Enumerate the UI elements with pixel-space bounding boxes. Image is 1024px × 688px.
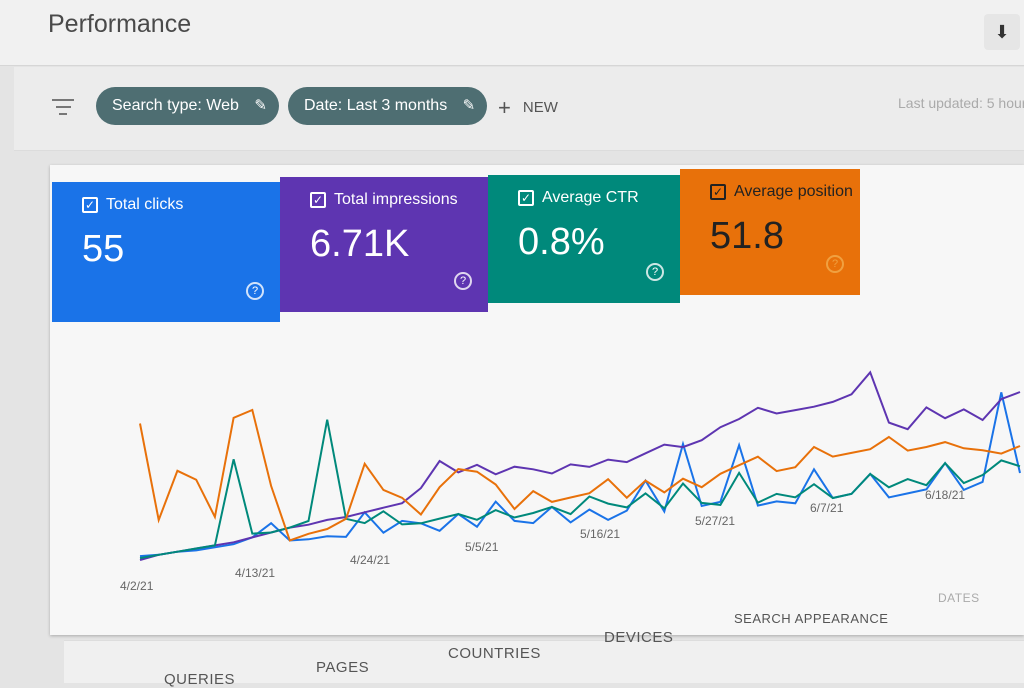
checkbox-icon[interactable]: ✓: [710, 184, 726, 200]
help-icon[interactable]: ?: [826, 255, 844, 273]
chip-label: Date: Last 3 months: [304, 97, 448, 114]
metric-card-average-ctr[interactable]: ✓ Average CTR 0.8% ?: [488, 175, 680, 303]
tab-queries[interactable]: QUERIES: [164, 671, 236, 688]
metric-card-total-clicks[interactable]: ✓ Total clicks 55 ?: [52, 182, 280, 322]
help-icon[interactable]: ?: [246, 282, 264, 300]
date-chip[interactable]: Date: Last 3 months ✎: [288, 87, 488, 125]
x-tick-label: 5/5/21: [465, 540, 499, 554]
help-icon[interactable]: ?: [646, 263, 664, 281]
page-title: Performance: [48, 10, 192, 38]
tab-countries[interactable]: COUNTRIES: [448, 645, 541, 662]
x-tick-label: 6/18/21: [925, 488, 965, 502]
performance-chart: 4/2/21 4/13/21 4/24/21 5/5/21 5/16/21 5/27/21…: [120, 370, 1021, 593]
x-tick-label: 4/2/21: [120, 579, 154, 593]
dimension-tabs: QUERIES PAGES COUNTRIES DEVICES SEARCH A…: [64, 591, 1024, 688]
x-tick-label: 4/13/21: [235, 566, 275, 580]
series-line-average-position: [139, 408, 1021, 542]
x-tick-label: 5/27/21: [695, 514, 735, 528]
help-icon[interactable]: ?: [454, 272, 472, 290]
x-tick-label: 6/7/21: [810, 501, 844, 515]
metric-label: Average CTR: [542, 189, 639, 206]
x-tick-label: 5/16/21: [580, 527, 620, 541]
checkbox-icon[interactable]: ✓: [310, 192, 326, 208]
edit-icon: ✎: [254, 97, 267, 114]
tab-dates[interactable]: DATES: [938, 591, 980, 605]
tab-pages[interactable]: PAGES: [316, 659, 370, 676]
metric-value: 51.8: [710, 215, 784, 257]
filter-bar: Search type: Web ✎ Date: Last 3 months ✎ +…: [14, 67, 1024, 151]
checkbox-icon[interactable]: ✓: [82, 197, 98, 213]
new-filter-button[interactable]: + NEW: [498, 95, 558, 121]
metric-card-total-impressions[interactable]: ✓ Total impressions 6.71K ?: [280, 177, 488, 312]
chip-label: Search type: Web: [112, 97, 239, 114]
metric-card-average-position[interactable]: ✓ Average position 51.8 ?: [680, 169, 860, 295]
edit-icon: ✎: [462, 97, 476, 114]
header: Performance ⬇: [0, 0, 1024, 66]
metric-label: Average position: [734, 183, 853, 200]
x-tick-label: 4/24/21: [350, 553, 390, 567]
checkbox-icon[interactable]: ✓: [518, 190, 534, 206]
metric-label: Total impressions: [334, 191, 458, 208]
tab-search-appearance[interactable]: SEARCH APPEARANCE: [734, 611, 889, 626]
metric-value: 0.8%: [518, 221, 605, 263]
series-line-total-clicks: [139, 392, 1021, 558]
plus-icon: +: [498, 95, 511, 120]
metric-value: 55: [82, 228, 125, 270]
filter-icon[interactable]: [52, 99, 74, 120]
metric-value: 6.71K: [310, 223, 410, 265]
performance-panel: ✓ Total clicks 55 ? ✓ Total impressions 6.…: [50, 165, 1024, 635]
metric-label: Total clicks: [106, 196, 184, 213]
search-type-chip[interactable]: Search type: Web ✎: [96, 87, 279, 125]
download-icon[interactable]: ⬇: [984, 14, 1020, 50]
last-updated: Last updated: 5 hours: [898, 95, 1024, 111]
new-label: NEW: [522, 99, 558, 116]
tab-devices[interactable]: DEVICES: [604, 629, 674, 646]
